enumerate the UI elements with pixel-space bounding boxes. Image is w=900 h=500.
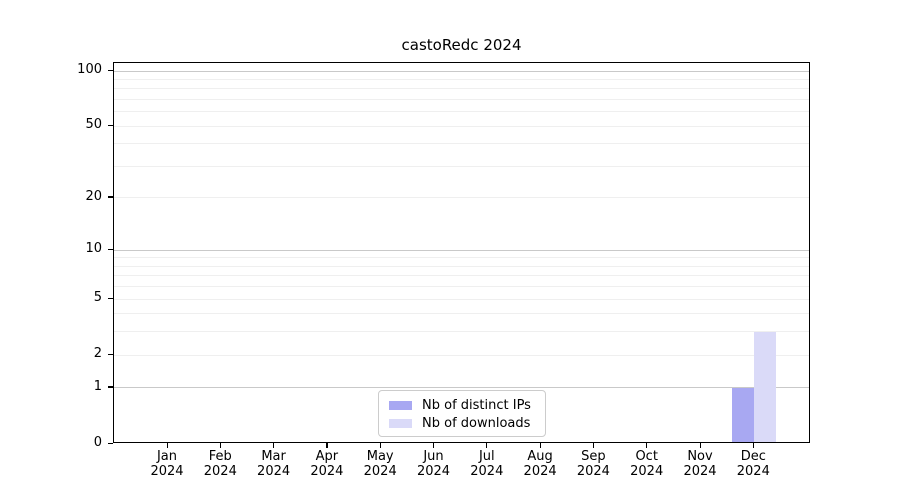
minor-gridline	[114, 166, 809, 167]
x-tick-label-aug: Aug 2024	[523, 449, 557, 479]
minor-gridline	[114, 88, 809, 90]
legend-entry-distinct-ips: Nb of distinct IPs	[389, 397, 537, 414]
bar-distinct-ips	[732, 387, 755, 442]
x-tick-label-feb: Feb 2024	[203, 449, 237, 479]
minor-gridline	[114, 111, 809, 113]
y-tick-label: 20	[85, 188, 102, 204]
y-tick-mark	[108, 248, 113, 250]
x-tick-label-mar: Mar 2024	[257, 449, 291, 479]
y-tick-mark	[108, 442, 113, 444]
x-tick-mark	[592, 443, 595, 448]
minor-gridline	[114, 275, 809, 277]
x-tick-label-sep: Sep 2024	[576, 449, 610, 479]
plot-area	[113, 62, 810, 443]
x-tick-mark	[539, 443, 541, 448]
y-tick-label: 0	[93, 435, 102, 450]
chart-title: castoRedc 2024	[401, 36, 522, 54]
minor-gridline	[114, 257, 809, 259]
bar-downloads	[754, 331, 777, 442]
y-tick-label: 1	[93, 378, 102, 394]
y-tick-label: 10	[85, 241, 102, 257]
x-tick-mark	[752, 443, 754, 448]
y-tick-label: 100	[77, 62, 102, 78]
y-tick-mark	[108, 196, 113, 198]
minor-gridline	[114, 331, 809, 333]
x-tick-label-jul: Jul 2024	[470, 449, 504, 479]
minor-gridline	[114, 125, 809, 127]
y-tick-label: 50	[85, 117, 102, 133]
minor-gridline	[114, 197, 809, 199]
x-tick-label-nov: Nov 2024	[683, 449, 717, 479]
x-tick-mark	[219, 443, 221, 448]
minor-gridline	[114, 265, 809, 267]
y-tick-mark	[108, 69, 113, 71]
minor-gridline	[114, 354, 809, 356]
x-tick-mark	[486, 443, 488, 448]
x-tick-mark	[326, 443, 328, 448]
x-tick-mark	[646, 443, 648, 448]
x-tick-mark	[379, 443, 381, 448]
x-tick-mark	[699, 443, 701, 448]
major-gridline	[114, 249, 809, 251]
minor-gridline	[114, 143, 809, 145]
minor-gridline	[114, 313, 809, 315]
y-tick-mark	[108, 386, 113, 388]
y-tick-label: 2	[93, 346, 102, 362]
x-tick-label-dec: Dec 2024	[736, 449, 770, 479]
x-tick-mark	[433, 443, 435, 448]
legend-label-downloads: Nb of downloads	[422, 415, 531, 431]
legend-label-distinct-ips: Nb of distinct IPs	[422, 397, 531, 413]
major-gridline	[114, 70, 809, 72]
minor-gridline	[114, 298, 809, 300]
x-tick-label-oct: Oct 2024	[630, 449, 664, 479]
legend-swatch-distinct-ips	[389, 401, 412, 410]
minor-gridline	[114, 99, 809, 101]
legend-swatch-downloads	[389, 419, 412, 428]
minor-gridline	[114, 286, 809, 288]
minor-gridline	[114, 78, 809, 80]
legend: Nb of distinct IPs Nb of downloads	[378, 390, 546, 437]
legend-entry-downloads: Nb of downloads	[389, 415, 537, 432]
y-tick-mark	[108, 297, 113, 299]
y-tick-mark	[108, 124, 113, 126]
x-tick-label-jun: Jun 2024	[416, 449, 451, 479]
y-tick-mark	[108, 353, 113, 355]
y-tick-label: 5	[93, 290, 102, 306]
x-tick-label-apr: Apr 2024	[310, 449, 344, 479]
x-tick-mark	[273, 443, 275, 448]
x-tick-label-may: May 2024	[363, 449, 397, 479]
major-gridline	[114, 387, 809, 389]
x-tick-mark	[166, 443, 168, 448]
x-tick-label-jan: Jan 2024	[150, 449, 184, 479]
